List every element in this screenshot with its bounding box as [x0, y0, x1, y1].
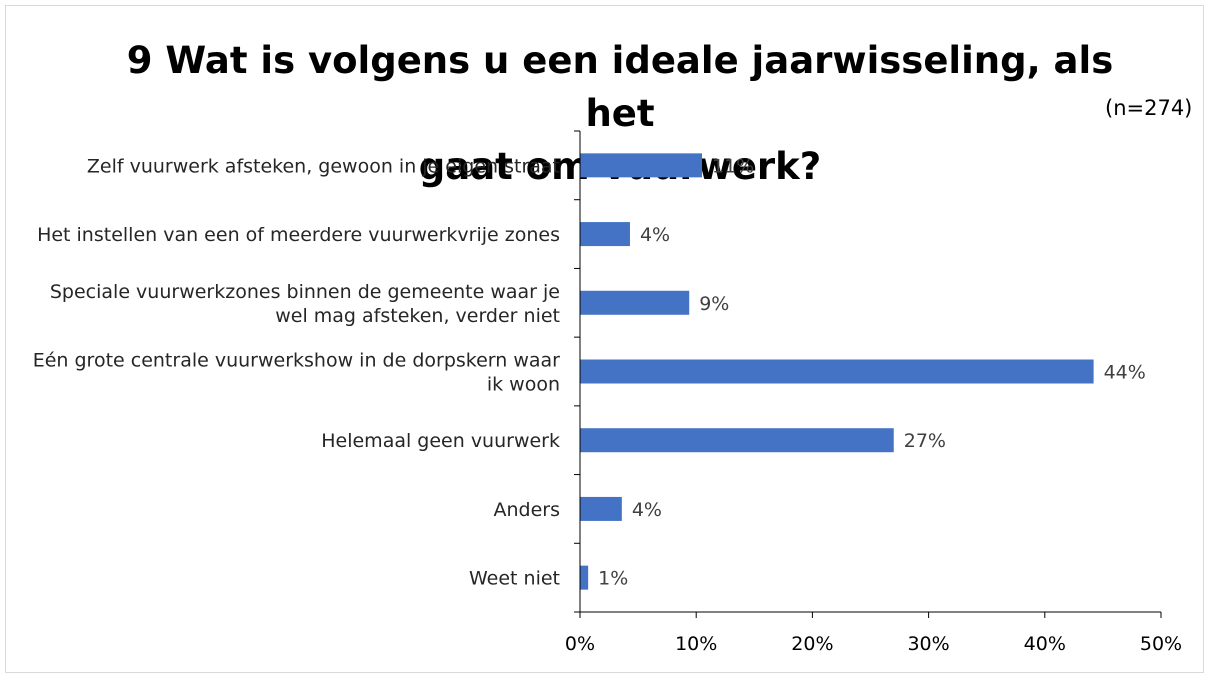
- data-label-3: 44%: [1104, 362, 1146, 384]
- x-tick-label-1: 10%: [675, 633, 717, 655]
- data-label-1: 4%: [640, 224, 670, 246]
- category-label-1: Het instellen van een of meerdere vuurwe…: [37, 224, 560, 246]
- chart-title-line-1: 9 Wat is volgens u een ideale jaarwissel…: [126, 39, 1114, 135]
- x-tick-label-4: 40%: [1024, 633, 1066, 655]
- x-tick-label-0: 0%: [565, 633, 595, 655]
- x-tick-label-2: 20%: [791, 633, 833, 655]
- x-tick-label-3: 30%: [907, 633, 949, 655]
- bar-2: [580, 290, 690, 315]
- sample-size-annotation: (n=274): [1105, 96, 1193, 120]
- data-label-4: 27%: [904, 430, 946, 452]
- category-label-2-line-0: Speciale vuurwerkzones binnen de gemeent…: [50, 281, 560, 303]
- category-label-6: Weet niet: [469, 568, 560, 590]
- category-label-0: Zelf vuurwerk afsteken, gewoon in je eig…: [87, 155, 560, 177]
- data-label-5: 4%: [632, 499, 662, 521]
- bar-5: [580, 496, 622, 521]
- category-label-4: Helemaal geen vuurwerk: [321, 430, 560, 452]
- category-label-5: Anders: [494, 499, 561, 521]
- data-label-0: 11%: [712, 155, 754, 177]
- bar-1: [580, 222, 630, 247]
- data-label-2: 9%: [699, 293, 729, 315]
- category-label-2-line-1: wel mag afsteken, verder niet: [275, 305, 560, 327]
- chart-title: 9 Wat is volgens u een ideale jaarwissel…: [120, 34, 1120, 193]
- category-label-3-line-1: ik woon: [487, 374, 560, 396]
- bar-3: [580, 359, 1094, 384]
- bar-0: [580, 153, 703, 178]
- x-tick-label-5: 50%: [1140, 633, 1182, 655]
- data-label-6: 1%: [598, 568, 628, 590]
- bar-4: [580, 428, 894, 453]
- bar-6: [580, 565, 589, 590]
- chart-frame: [5, 5, 1204, 673]
- category-label-3-line-0: Eén grote centrale vuurwerkshow in de do…: [33, 350, 560, 372]
